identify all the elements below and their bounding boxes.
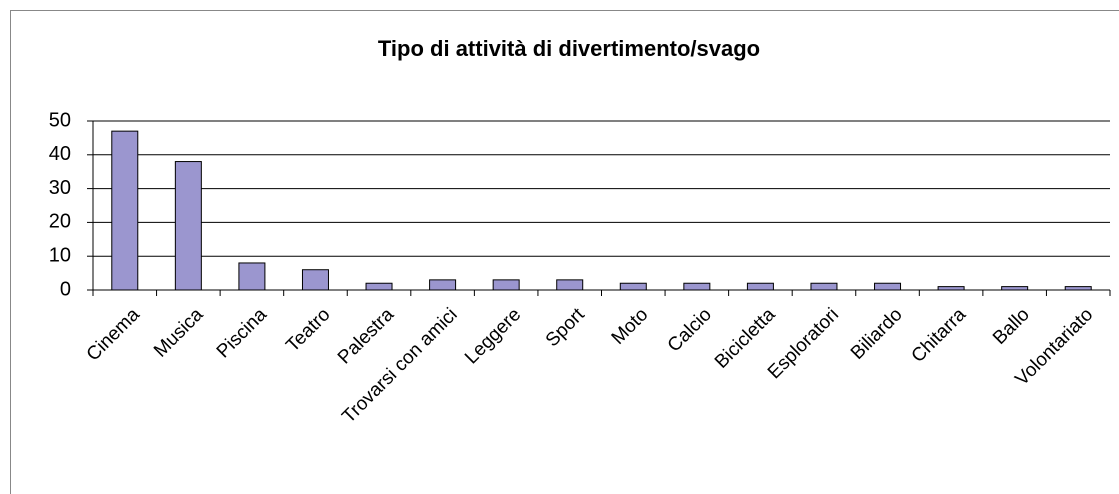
bar bbox=[429, 279, 457, 291]
bar bbox=[619, 282, 647, 291]
bar bbox=[556, 279, 584, 291]
bar bbox=[746, 282, 774, 291]
bar bbox=[174, 161, 202, 291]
y-tick-label: 10 bbox=[49, 244, 71, 266]
bar bbox=[1001, 286, 1029, 291]
bar bbox=[874, 282, 902, 291]
chart-title: Tipo di attività di divertimento/svago bbox=[378, 36, 760, 61]
y-tick-label: 20 bbox=[49, 211, 71, 233]
y-tick-label: 40 bbox=[49, 143, 71, 165]
bar bbox=[810, 282, 838, 291]
y-tick-label: 0 bbox=[60, 278, 71, 300]
bar bbox=[1064, 286, 1092, 291]
bar bbox=[238, 262, 266, 291]
bar bbox=[937, 286, 965, 291]
bar bbox=[365, 282, 393, 291]
bar bbox=[492, 279, 520, 291]
bar bbox=[301, 269, 329, 291]
y-tick-label: 30 bbox=[49, 177, 71, 199]
bar bbox=[683, 282, 711, 291]
y-tick-label: 50 bbox=[49, 109, 71, 131]
bar bbox=[111, 130, 139, 291]
